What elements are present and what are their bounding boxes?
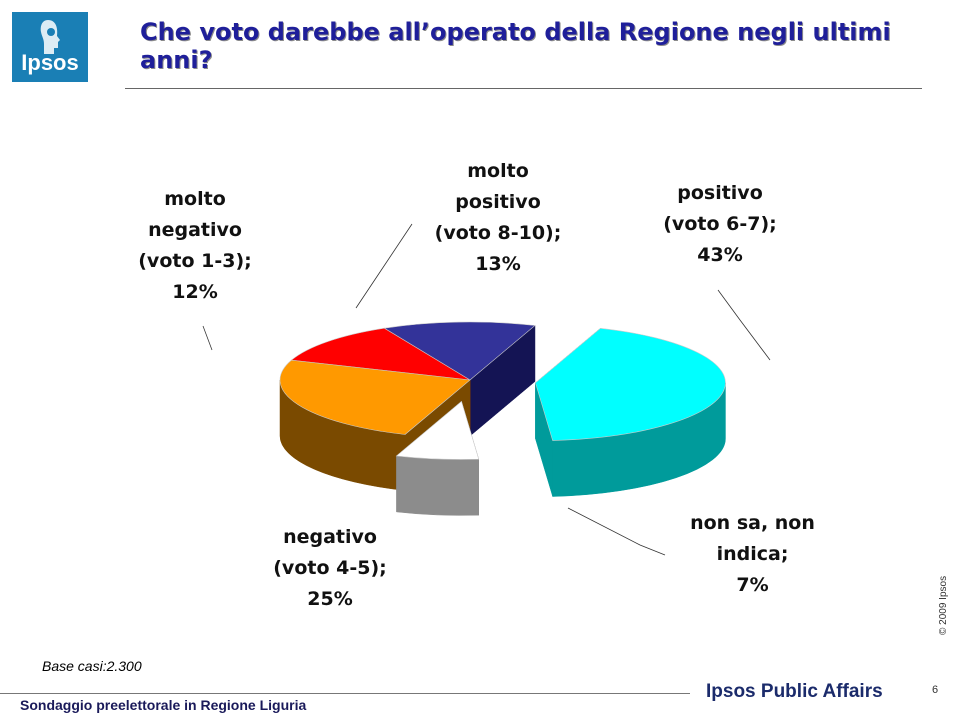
slice-label-non-sa-line2: indica; [716, 543, 789, 565]
slice-1-top [395, 400, 480, 460]
slice-label-molto-positivo-line3: (voto 8-10); [434, 222, 562, 244]
slice-1-side-0 [396, 455, 479, 516]
slice-label-molto-positivo-value: 13% [475, 253, 521, 275]
slice-3-top [290, 327, 471, 381]
slice-label-molto-negativo-line2: negativo [148, 219, 242, 241]
title-divider [125, 88, 922, 89]
slice-label-non-sa-line1: non sa, non [690, 512, 815, 534]
page-title: Che voto darebbe all’operato della Regio… [140, 18, 891, 74]
slice-label-molto-negativo: molto negativo (voto 1-3); 12% [115, 184, 275, 308]
slice-label-molto-positivo: molto positivo (voto 8-10); 13% [413, 156, 583, 280]
slice-label-positivo: positivo (voto 6-7); 43% [640, 178, 800, 271]
slice-label-negativo-line2: (voto 4-5); [273, 557, 387, 579]
slice-label-molto-negativo-value: 12% [172, 281, 218, 303]
leader-molto-negativo [202, 325, 213, 351]
leader-molto-positivo [355, 223, 413, 309]
leader-non-sa [567, 507, 666, 556]
pie-slice-1 [395, 400, 480, 516]
slice-label-negativo: negativo (voto 4-5); 25% [250, 522, 410, 615]
slice-label-molto-positivo-line2: positivo [455, 191, 541, 213]
slice-label-positivo-line2: (voto 6-7); [663, 213, 777, 235]
footer-brand: Ipsos Public Affairs [706, 681, 883, 702]
slice-label-non-sa: non sa, non indica; 7% [660, 508, 845, 601]
slice-label-molto-negativo-line3: (voto 1-3); [138, 250, 252, 272]
slice-label-positivo-value: 43% [697, 244, 743, 266]
footer-survey-title: Sondaggio preelettorale in Regione Ligur… [20, 697, 307, 713]
slice-label-non-sa-value: 7% [736, 574, 769, 596]
logo-text: Ipsos [21, 50, 79, 75]
slice-label-negativo-line1: negativo [283, 526, 377, 548]
copyright-text: © 2009 Ipsos [938, 575, 949, 635]
ipsos-logo: Ipsos [12, 12, 88, 82]
slice-label-molto-positivo-line1: molto [467, 160, 529, 182]
leader-positivo [717, 289, 771, 361]
page-number: 6 [932, 684, 939, 696]
slice-label-negativo-value: 25% [307, 588, 353, 610]
base-note: Base casi:2.300 [42, 658, 142, 674]
slice-label-molto-negativo-line1: molto [164, 188, 226, 210]
slice-label-positivo-line1: positivo [677, 182, 763, 204]
ipsos-head-icon [40, 20, 60, 54]
footer-divider [0, 693, 690, 694]
pie-slice-0 [535, 327, 726, 497]
slice-4-top [383, 321, 536, 381]
slice-2-top [279, 359, 471, 435]
slice-0-top [535, 327, 726, 441]
